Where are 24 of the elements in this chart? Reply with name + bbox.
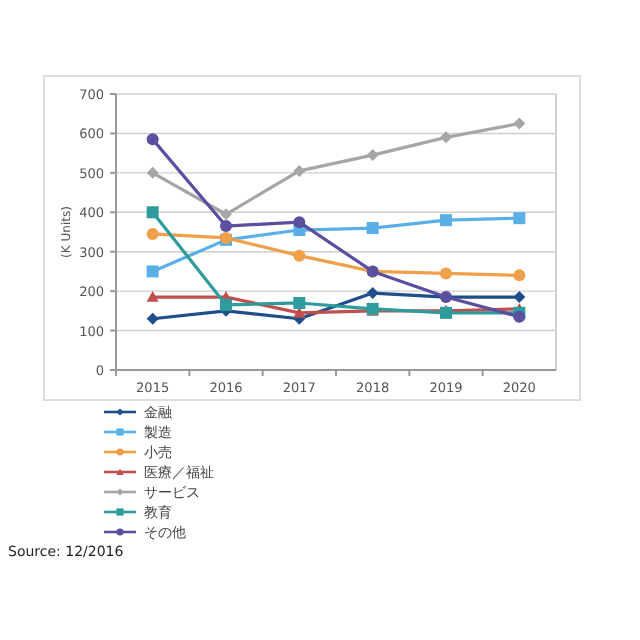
point: [293, 164, 306, 177]
point: [440, 214, 452, 227]
point: [513, 269, 526, 282]
point: [146, 206, 159, 219]
point: [513, 117, 526, 130]
point: [366, 222, 379, 235]
point: [513, 212, 526, 225]
point: [146, 133, 159, 146]
point: [366, 149, 379, 162]
point: [513, 291, 526, 304]
point: [440, 131, 452, 144]
point: [366, 287, 379, 300]
point: [146, 166, 159, 179]
point: [146, 265, 159, 278]
point: [220, 208, 232, 221]
point: [220, 220, 232, 233]
point: [440, 267, 452, 280]
point: [146, 312, 159, 325]
point: [146, 227, 159, 240]
point: [293, 296, 306, 309]
point: [220, 298, 232, 311]
point: [293, 216, 306, 229]
point: [293, 249, 306, 262]
point: [146, 291, 159, 302]
